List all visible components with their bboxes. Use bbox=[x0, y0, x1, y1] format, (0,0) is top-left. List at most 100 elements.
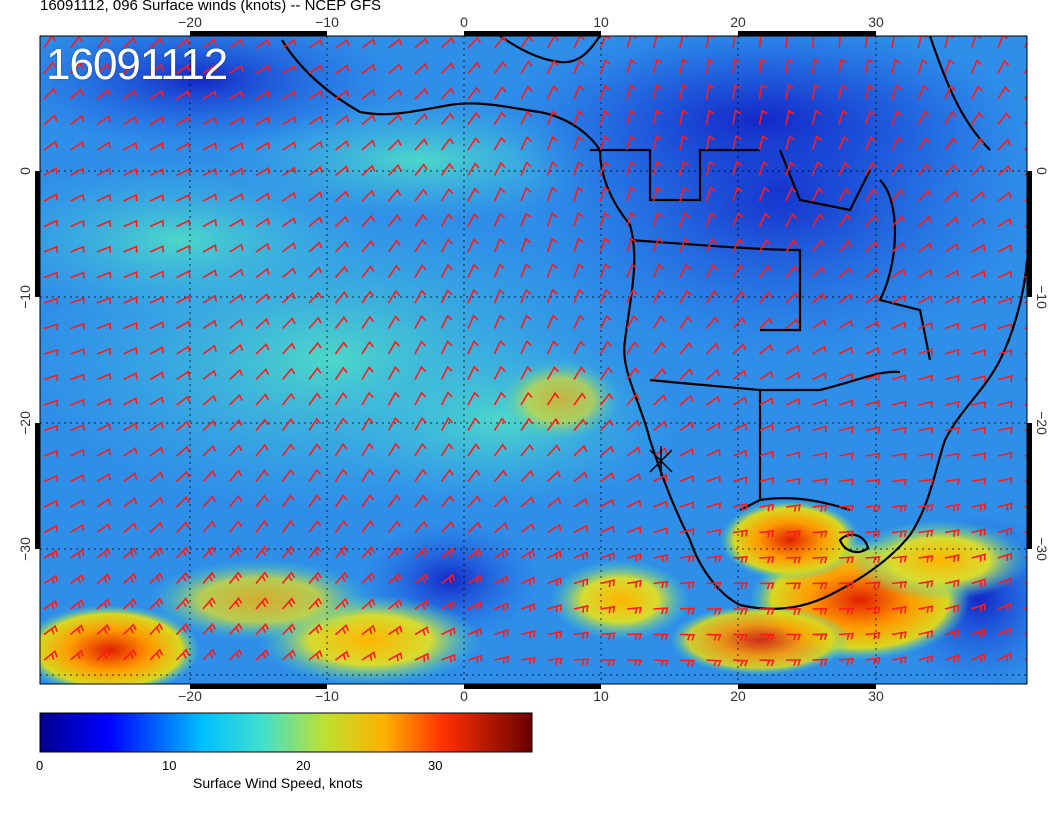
wind-barb bbox=[334, 290, 349, 304]
wind-barb bbox=[493, 136, 506, 151]
wind-barb bbox=[944, 654, 960, 663]
wind-barb bbox=[732, 135, 742, 151]
wind-barb bbox=[414, 138, 428, 151]
wind-barb bbox=[520, 629, 536, 639]
lon-tick-top: 0 bbox=[460, 14, 468, 30]
wind-barb bbox=[467, 314, 479, 329]
wind-barb bbox=[944, 296, 960, 304]
wind-barb bbox=[175, 495, 190, 508]
wind-barb bbox=[361, 624, 376, 636]
lon-tick-bottom: −20 bbox=[178, 688, 202, 704]
wind-barb bbox=[600, 579, 615, 588]
wind-barb bbox=[785, 424, 801, 432]
wind-barb bbox=[652, 211, 663, 227]
wind-barb bbox=[679, 341, 693, 355]
wind-barb bbox=[732, 396, 747, 406]
wind-barb bbox=[865, 530, 881, 538]
wind-barb bbox=[69, 649, 85, 661]
wind-barb bbox=[864, 36, 874, 49]
lon-tick-top: −10 bbox=[315, 14, 339, 30]
wind-barb bbox=[96, 372, 112, 381]
wind-barb bbox=[758, 186, 770, 202]
wind-barb bbox=[865, 504, 881, 512]
wind-barb bbox=[228, 419, 243, 432]
wind-barb bbox=[811, 213, 825, 227]
wind-barb bbox=[652, 58, 663, 74]
wind-barb bbox=[228, 444, 243, 457]
wind-barb bbox=[149, 546, 164, 559]
wind-barb bbox=[520, 365, 533, 380]
wind-barb bbox=[600, 632, 616, 640]
wind-barb bbox=[838, 399, 854, 407]
wind-barb bbox=[758, 36, 767, 49]
wind-barb bbox=[228, 648, 243, 661]
wind-barb bbox=[440, 520, 455, 534]
wind-barb bbox=[255, 38, 270, 49]
wind-barb bbox=[175, 546, 190, 559]
wind-barb bbox=[202, 167, 218, 177]
wind-barb bbox=[599, 392, 614, 406]
wind-barb bbox=[705, 83, 715, 100]
wind-barb bbox=[202, 545, 216, 559]
wind-barb bbox=[838, 187, 851, 202]
wind-barb bbox=[228, 368, 244, 381]
wind-barb bbox=[785, 186, 797, 202]
wind-barb bbox=[971, 270, 986, 279]
wind-barb bbox=[864, 84, 875, 100]
wind-barb bbox=[308, 165, 323, 177]
wind-barb bbox=[334, 366, 348, 380]
wind-barb bbox=[732, 529, 748, 538]
wind-barb bbox=[785, 36, 794, 49]
wind-barb bbox=[997, 164, 1012, 177]
wind-barb bbox=[282, 216, 297, 228]
wind-barb bbox=[493, 186, 506, 202]
wind-barb bbox=[944, 400, 960, 409]
wind-barb bbox=[759, 659, 775, 667]
wind-barb bbox=[96, 623, 111, 636]
wind-barb bbox=[334, 391, 348, 406]
wind-barb bbox=[838, 266, 853, 279]
wind-barb bbox=[547, 523, 562, 534]
colorbar-label: 30 bbox=[428, 758, 443, 773]
wind-barb bbox=[997, 349, 1013, 357]
wind-barb bbox=[626, 633, 643, 641]
wind-barb bbox=[652, 109, 663, 125]
wind-barb bbox=[997, 577, 1013, 587]
wind-barb bbox=[997, 244, 1013, 253]
wind-barb bbox=[387, 63, 403, 75]
wind-barb bbox=[811, 239, 825, 253]
wind-barb bbox=[122, 648, 137, 661]
wind-barb bbox=[944, 604, 960, 613]
wind-barb bbox=[838, 161, 850, 176]
wind-barb bbox=[70, 348, 85, 356]
wind-barb bbox=[149, 63, 164, 75]
wind-barb bbox=[493, 443, 507, 457]
wind-barb bbox=[944, 629, 960, 638]
wind-barb bbox=[122, 522, 138, 534]
wind-barb bbox=[705, 160, 716, 176]
wind-barb bbox=[414, 340, 427, 355]
wind-barb bbox=[732, 83, 741, 100]
wind-barb bbox=[493, 85, 507, 100]
wind-barb bbox=[785, 291, 800, 304]
wind-barb bbox=[626, 84, 637, 100]
wind-barb bbox=[546, 211, 558, 227]
wind-barb bbox=[96, 573, 111, 585]
wind-barb bbox=[149, 446, 164, 457]
wind-barb bbox=[865, 426, 881, 434]
wind-barb bbox=[918, 478, 934, 486]
wind-barb bbox=[149, 396, 164, 406]
wind-barb bbox=[918, 452, 934, 460]
wind-barb bbox=[335, 650, 350, 661]
wind-barb bbox=[546, 470, 561, 483]
wind-barb bbox=[281, 443, 295, 457]
wind-barb bbox=[626, 499, 642, 508]
wind-barb bbox=[706, 659, 722, 667]
wind-barb bbox=[812, 607, 828, 615]
wind-barb bbox=[626, 366, 640, 380]
wind-barb bbox=[255, 217, 270, 228]
wind-barb bbox=[175, 521, 190, 534]
wind-barb bbox=[255, 545, 269, 559]
wind-barb bbox=[176, 90, 191, 100]
